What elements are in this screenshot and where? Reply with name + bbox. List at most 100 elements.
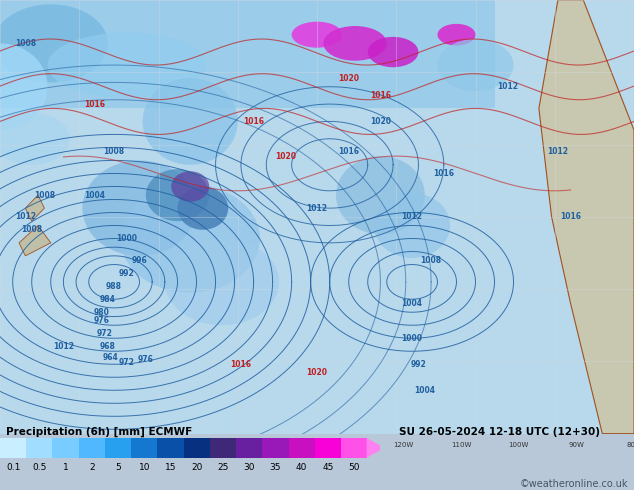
Text: 1008: 1008	[34, 191, 55, 199]
Text: 30: 30	[243, 464, 255, 472]
Bar	[210, 438, 236, 458]
Bar	[0, 0, 495, 108]
Bar	[26, 438, 53, 458]
Text: 1016: 1016	[560, 212, 581, 221]
Text: 1016: 1016	[243, 117, 264, 126]
Text: 1016: 1016	[433, 169, 455, 178]
Text: 20: 20	[191, 464, 202, 472]
Ellipse shape	[0, 4, 108, 82]
Text: 1020: 1020	[370, 117, 391, 126]
Text: 1008: 1008	[103, 147, 125, 156]
Ellipse shape	[171, 172, 209, 202]
Text: 964: 964	[103, 353, 119, 362]
Text: ©weatheronline.co.uk: ©weatheronline.co.uk	[519, 479, 628, 489]
Ellipse shape	[178, 187, 228, 230]
Text: 976: 976	[93, 317, 110, 325]
Ellipse shape	[0, 113, 70, 165]
Polygon shape	[539, 0, 634, 434]
Ellipse shape	[0, 43, 48, 130]
Bar	[288, 438, 315, 458]
Text: 1016: 1016	[84, 99, 106, 109]
Text: 976: 976	[138, 355, 154, 365]
Bar	[184, 438, 210, 458]
Text: 1016: 1016	[230, 360, 252, 369]
Text: 0.5: 0.5	[32, 464, 46, 472]
Ellipse shape	[374, 193, 450, 258]
Bar	[0, 438, 26, 458]
Ellipse shape	[437, 39, 514, 91]
Text: 1012: 1012	[496, 82, 518, 91]
Text: 15: 15	[165, 464, 176, 472]
Text: 992: 992	[411, 360, 426, 369]
Text: 1008: 1008	[420, 256, 442, 265]
Ellipse shape	[146, 169, 209, 221]
Text: 972: 972	[96, 329, 113, 339]
Text: 1008: 1008	[15, 39, 36, 48]
Text: 35: 35	[269, 464, 281, 472]
Polygon shape	[25, 195, 44, 221]
Text: 1016: 1016	[338, 147, 359, 156]
Ellipse shape	[336, 156, 425, 234]
Bar	[131, 438, 157, 458]
Ellipse shape	[143, 78, 238, 165]
Text: SU 26-05-2024 12-18 UTC (12+30): SU 26-05-2024 12-18 UTC (12+30)	[399, 427, 600, 437]
FancyArrow shape	[367, 439, 383, 457]
Text: 968: 968	[100, 343, 116, 351]
Text: 90W: 90W	[569, 442, 585, 448]
Text: 130W: 130W	[335, 442, 356, 448]
Text: 5: 5	[115, 464, 121, 472]
Text: 996: 996	[132, 256, 147, 265]
Ellipse shape	[323, 26, 387, 61]
Ellipse shape	[292, 22, 342, 48]
Ellipse shape	[48, 32, 206, 98]
Text: 980: 980	[93, 308, 110, 317]
Text: 40: 40	[296, 464, 307, 472]
Text: 1012: 1012	[547, 147, 569, 156]
Text: 0.1: 0.1	[6, 464, 20, 472]
Bar	[262, 438, 288, 458]
Ellipse shape	[82, 160, 197, 256]
Text: 984: 984	[100, 294, 116, 304]
Text: 1012: 1012	[53, 343, 74, 351]
Text: 160W: 160W	[163, 442, 183, 448]
Ellipse shape	[437, 24, 476, 46]
Bar	[105, 438, 131, 458]
Text: 1004: 1004	[414, 386, 436, 395]
Bar	[315, 438, 341, 458]
Text: 45: 45	[322, 464, 333, 472]
Text: 1: 1	[63, 464, 68, 472]
Text: 1000: 1000	[401, 334, 423, 343]
Text: 1020: 1020	[275, 151, 296, 161]
Text: 1012: 1012	[401, 212, 423, 221]
Text: Precipitation (6h) [mm] ECMWF: Precipitation (6h) [mm] ECMWF	[6, 427, 193, 437]
Bar	[157, 438, 184, 458]
Text: 1004: 1004	[401, 299, 423, 308]
Bar	[53, 438, 79, 458]
Text: 1012: 1012	[15, 212, 36, 221]
Ellipse shape	[120, 184, 260, 293]
Text: 50: 50	[349, 464, 360, 472]
Ellipse shape	[368, 37, 418, 67]
Text: 110W: 110W	[451, 442, 471, 448]
Polygon shape	[19, 225, 51, 256]
Text: 140W: 140W	[278, 442, 299, 448]
Text: 10: 10	[139, 464, 150, 472]
Bar	[341, 438, 367, 458]
Text: 988: 988	[106, 282, 122, 291]
Text: 1020: 1020	[306, 368, 328, 377]
Text: 1016: 1016	[370, 91, 391, 100]
Text: 992: 992	[119, 269, 134, 278]
Text: 100W: 100W	[508, 442, 529, 448]
Text: 972: 972	[119, 358, 135, 367]
Bar	[236, 438, 262, 458]
Text: 170W: 170W	[105, 442, 126, 448]
Text: 1020: 1020	[338, 74, 359, 82]
Ellipse shape	[165, 239, 279, 325]
Text: 170E: 170E	[0, 442, 9, 448]
Text: 120W: 120W	[393, 442, 413, 448]
Text: 1008: 1008	[21, 225, 42, 234]
Text: 80W: 80W	[626, 442, 634, 448]
Bar	[79, 438, 105, 458]
Text: 1004: 1004	[84, 191, 106, 199]
Text: 1000: 1000	[116, 234, 138, 243]
